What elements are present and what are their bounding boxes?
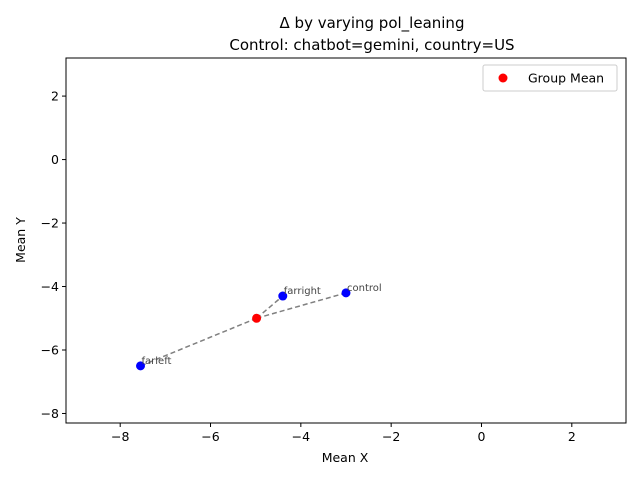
point-label-farleft: farleft [142,356,172,367]
x-tick-label: −4 [292,429,310,444]
x-tick-label: −6 [201,429,219,444]
group-mean-point [252,313,262,323]
chart-subtitle: Control: chatbot=gemini, country=US [229,36,514,54]
y-tick-label: −4 [41,279,59,294]
y-tick-label: −6 [41,343,59,358]
y-tick-label: −8 [41,406,59,421]
legend-box [482,64,618,92]
x-tick-label: −2 [382,429,400,444]
x-axis-label: Mean X [322,450,369,465]
data-point-farright [278,291,288,301]
data-point-control [341,288,351,298]
legend-marker [498,73,508,83]
point-label-farright: farright [284,286,321,297]
x-tick-label: 0 [478,429,486,444]
plot-frame [65,57,627,424]
point-label-control: control [347,283,382,294]
y-tick-label: 0 [51,152,59,167]
x-tick-label: −8 [111,429,129,444]
plot-area: −8 −6 −4 −2 0 2 −8 −6 −4 −2 0 2 farleft farright contr… [41,57,627,444]
x-tick-label: 2 [568,429,576,444]
connector-line [256,295,284,319]
y-tick-label: −2 [41,216,59,231]
y-tick-label: 2 [51,89,59,104]
legend: Group Mean [482,64,618,92]
y-axis-label: Mean Y [13,217,28,263]
chart-title: Δ by varying pol_leaning [280,14,465,33]
data-point-farleft [136,361,146,371]
connector-line [140,317,257,367]
legend-label: Group Mean [528,71,604,86]
